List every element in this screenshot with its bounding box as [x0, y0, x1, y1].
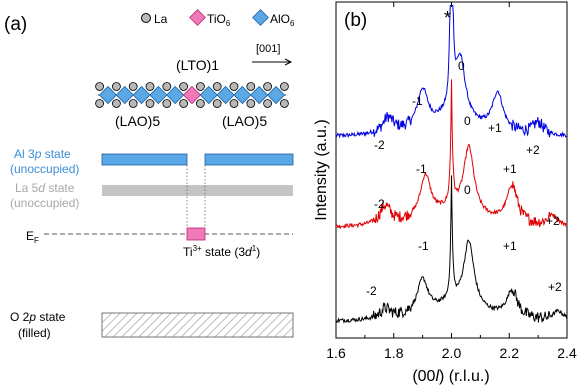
black-peak-label-p2: +2	[548, 280, 562, 294]
x-tick-label: 2.4	[557, 345, 577, 361]
la-atom	[179, 82, 189, 91]
blue-peak-label-m2: -2	[374, 138, 385, 152]
o2p-label-line1: O 2p state	[10, 310, 66, 324]
x-tick-label: 1.8	[384, 345, 404, 361]
la-atom	[279, 82, 289, 91]
la-atom	[246, 99, 256, 108]
alo6-octahedron	[216, 85, 235, 105]
x-ticks: 1.6 1.8 2.0 2.2 2.4	[326, 2, 577, 361]
panel-b-label: (b)	[344, 10, 367, 31]
red-peak-label-m1: -1	[416, 162, 427, 176]
la-atom	[263, 99, 273, 108]
al3p-band-left	[101, 153, 188, 166]
lto-label: (LTO)1	[176, 57, 219, 73]
ti3d-label: Ti3+ state (3d1)	[183, 244, 260, 259]
panel-a-label: (a)	[4, 14, 27, 35]
alo6-octahedron	[266, 85, 286, 105]
tio6-octahedron	[182, 85, 202, 105]
red-peak-label-p1: +1	[503, 162, 517, 176]
alo6-octahedron	[199, 85, 218, 105]
superlattice-chain	[95, 82, 289, 108]
la5d-band	[102, 185, 293, 196]
alo6-octahedron	[149, 85, 168, 105]
x-tick-label: 2.2	[500, 345, 520, 361]
o2p-band	[101, 312, 294, 338]
la-atom	[212, 82, 222, 91]
blue-peak-label-p2: +2	[526, 143, 540, 157]
la-atom	[162, 82, 172, 91]
la-atom	[212, 99, 222, 108]
alo6-legend-icon	[252, 9, 269, 26]
black-peak-label-0: 0	[464, 183, 471, 197]
la-atom	[128, 99, 138, 108]
x-axis-label: (00l) (r.l.u.)	[412, 368, 489, 385]
la-atom	[195, 82, 205, 91]
la-atom	[179, 99, 189, 108]
direction-label: [001]	[256, 43, 280, 55]
la5d-label-line2: (unoccupied)	[10, 196, 79, 210]
alo6-octahedron	[98, 85, 118, 105]
la-atom	[112, 99, 121, 108]
legend: La TiO6 AlO6	[141, 9, 295, 28]
alo6-octahedron	[233, 85, 252, 105]
x-tick-label: 2.0	[442, 345, 462, 361]
fermi-level-label: EF	[26, 229, 39, 245]
la-atom	[195, 99, 205, 108]
la-atom	[95, 99, 104, 108]
la-atom	[279, 99, 289, 108]
red-peak-label-0: 0	[464, 114, 471, 128]
blue-peak-label-0: 0	[458, 59, 465, 73]
x-tick-label: 1.6	[326, 345, 346, 361]
panel-b: (b) Intensity (a.u.) (00l) (r.l.u.) 1.6 1…	[313, 1, 577, 385]
al3p-band-right	[204, 153, 294, 166]
al3p-label-line2: (unoccupied)	[10, 162, 79, 176]
la-atom	[162, 99, 172, 108]
la-atom	[128, 82, 138, 91]
la-atom	[263, 82, 273, 91]
la-legend-icon	[141, 13, 151, 23]
red-peak-label-p2: +2	[546, 214, 560, 228]
alo6-octahedron	[250, 85, 269, 105]
ti3d-state	[186, 227, 206, 241]
black-xrd-curve	[335, 175, 568, 324]
la-legend-label: La	[154, 12, 168, 26]
blue-xrd-curve	[335, 4, 568, 139]
tio6-legend-icon	[189, 9, 206, 26]
lao-right-label: (LAO)5	[222, 113, 267, 129]
black-peak-label-p1: +1	[503, 239, 517, 253]
alo6-octahedron	[132, 85, 151, 105]
blue-peak-label-m1: -1	[412, 94, 423, 108]
la-atom	[229, 82, 239, 91]
la-atom	[246, 82, 256, 91]
alo6-legend-label: AlO6	[270, 12, 295, 28]
y-axis-label: Intensity (a.u.)	[313, 119, 330, 220]
black-peak-label-m2: -2	[366, 284, 377, 298]
la-atom	[95, 82, 104, 91]
la5d-label-line1: La 5d state	[15, 181, 75, 195]
la-atom	[145, 82, 155, 91]
black-peak-label-m1: -1	[418, 239, 429, 253]
xrd-curves	[335, 4, 568, 324]
la-atom	[112, 82, 121, 91]
red-peak-label-m2: -2	[374, 197, 385, 211]
alo6-octahedron	[166, 85, 185, 105]
o2p-label-line2: (filled)	[18, 326, 51, 340]
red-xrd-curve	[335, 79, 568, 230]
la-atom	[229, 99, 239, 108]
blue-peak-label-p1: +1	[488, 121, 502, 135]
la-atom	[145, 99, 155, 108]
panel-a: (a) La TiO6 AlO6 (LTO)1 [001] (LAO)5 (LA…	[4, 9, 295, 340]
substrate-peak-star: *	[444, 8, 451, 28]
al3p-label-line1: Al 3p state	[14, 147, 71, 161]
tio6-legend-label: TiO6	[207, 12, 231, 28]
alo6-octahedron	[115, 85, 134, 105]
lao-left-label: (LAO)5	[115, 113, 160, 129]
direction-arrow	[252, 58, 293, 66]
